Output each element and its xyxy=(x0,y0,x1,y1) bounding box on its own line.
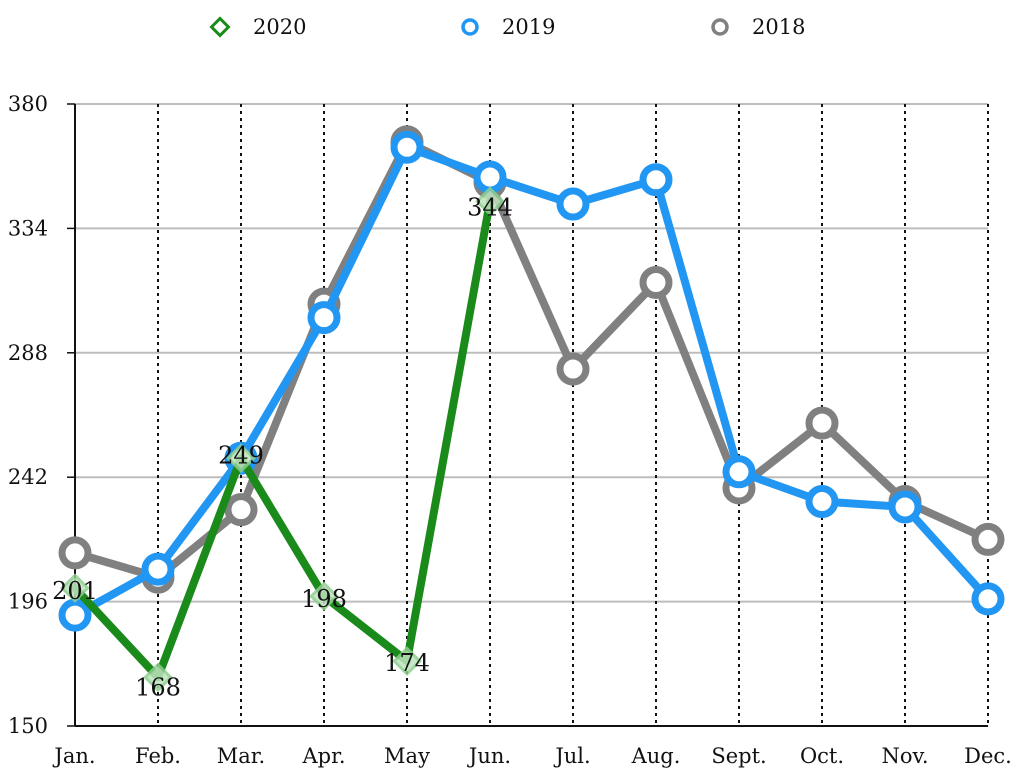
series-line-2018 xyxy=(71,137,992,582)
legend-label: 2020 xyxy=(253,15,306,39)
data-point xyxy=(60,573,90,603)
legend-marker xyxy=(461,18,479,36)
legend-item-2019: 2019 xyxy=(461,15,555,39)
data-point xyxy=(143,662,173,693)
data-point xyxy=(390,130,424,164)
data-point xyxy=(971,582,1005,616)
data-point xyxy=(392,646,422,676)
data-point xyxy=(224,493,258,527)
legend: 2020 2019 2018 xyxy=(209,15,805,39)
x-tick-label: Apr. xyxy=(301,744,345,768)
x-tick-label: Nov. xyxy=(881,744,928,768)
x-tick-label: Sept. xyxy=(711,744,766,768)
data-point xyxy=(307,301,341,335)
data-point xyxy=(475,186,505,217)
data-point xyxy=(639,163,673,197)
series-2020 xyxy=(60,186,505,693)
x-tick-label: May xyxy=(384,744,430,768)
data-label: 249 xyxy=(218,441,264,469)
series-line-2020 xyxy=(71,197,494,682)
y-tick-label: 150 xyxy=(8,714,48,738)
data-label: 174 xyxy=(384,649,430,677)
data-point xyxy=(888,490,922,524)
data-point xyxy=(141,552,175,586)
data-point xyxy=(226,443,256,474)
x-tick-label: Jul. xyxy=(553,744,590,768)
data-labels: 201 168 249 198 174 344 xyxy=(52,193,513,701)
y-tick-label: 334 xyxy=(8,216,48,240)
data-point xyxy=(556,352,590,386)
x-tick-label: Jun. xyxy=(467,744,511,768)
y-tick-label: 288 xyxy=(8,341,48,365)
grid xyxy=(74,103,989,727)
data-point xyxy=(722,455,756,489)
data-point xyxy=(639,265,673,299)
data-point xyxy=(309,581,339,612)
data-point xyxy=(556,187,590,221)
y-tick-label: 242 xyxy=(8,465,48,489)
data-point xyxy=(805,485,839,519)
data-point xyxy=(473,160,507,194)
data-label: 344 xyxy=(467,193,513,221)
y-tick-label: 380 xyxy=(8,92,48,116)
x-tick-label: Feb. xyxy=(135,744,181,768)
series-2018 xyxy=(58,125,1005,594)
legend-marker xyxy=(711,18,729,36)
x-tick-label: Oct. xyxy=(800,744,844,768)
series-layer xyxy=(58,125,1005,693)
x-tick-label: Mar. xyxy=(217,744,265,768)
data-point xyxy=(58,598,92,632)
x-tick-label: Jan. xyxy=(52,744,95,768)
data-point xyxy=(58,536,92,570)
data-label: 201 xyxy=(52,577,98,605)
x-tick-label: Dec. xyxy=(964,744,1012,768)
legend-marker xyxy=(209,16,231,38)
x-tick-label: Aug. xyxy=(631,744,681,768)
legend-label: 2019 xyxy=(502,15,555,39)
data-label: 198 xyxy=(301,585,347,613)
data-point xyxy=(971,522,1005,556)
legend-item-2018: 2018 xyxy=(711,15,805,39)
y-tick-label: 196 xyxy=(8,590,48,614)
data-point xyxy=(805,406,839,440)
legend-label: 2018 xyxy=(752,15,805,39)
data-label: 168 xyxy=(135,673,181,701)
legend-item-2020: 2020 xyxy=(209,15,306,39)
